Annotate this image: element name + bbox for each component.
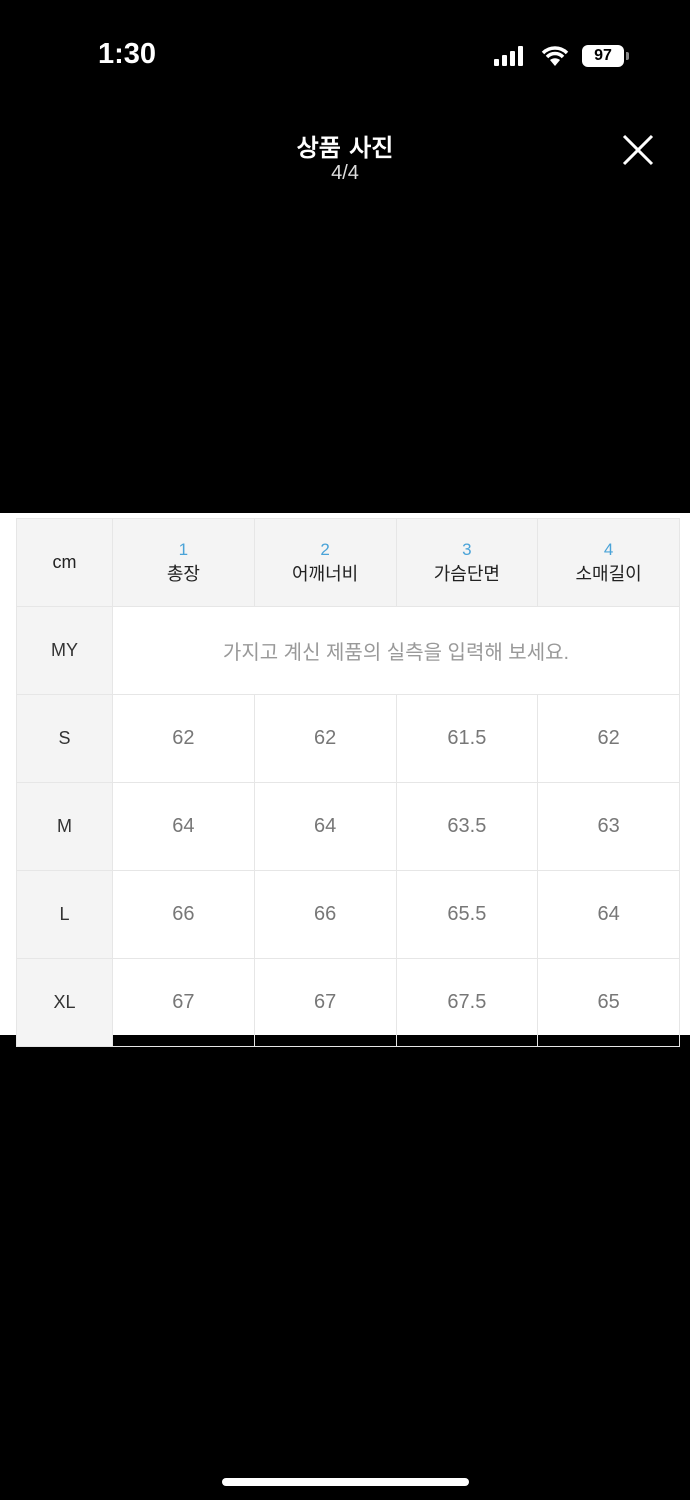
measurement-cell: 63 (537, 782, 680, 871)
measurement-cell: 62 (253, 694, 397, 783)
status-bar: 1:30 97 (0, 0, 690, 110)
measurement-cell: 64 (537, 870, 680, 959)
measurement-cell: 66 (253, 870, 397, 959)
size-label: L (16, 870, 113, 959)
measurement-cell: 67 (253, 958, 397, 1047)
table-row: M 64 64 63.5 63 (16, 782, 680, 871)
table-header-row: cm 1 총장 2 어깨너비 3 가슴단면 4 소매길이 (16, 518, 680, 607)
cellular-signal-icon (494, 46, 523, 66)
table-row: L 66 66 65.5 64 (16, 870, 680, 959)
measurement-cell: 67 (112, 958, 255, 1047)
product-photo-size-chart: cm 1 총장 2 어깨너비 3 가슴단면 4 소매길이 MY 가지고 계신 제품의 실… (0, 513, 690, 1047)
my-row: MY 가지고 계신 제품의 실측을 입력해 보세요. (16, 606, 680, 695)
home-indicator[interactable] (222, 1478, 469, 1486)
clock: 1:30 (98, 38, 157, 70)
table-row: S 62 62 61.5 62 (16, 694, 680, 783)
measurement-cell: 67.5 (395, 958, 539, 1047)
unit-label: cm (16, 518, 113, 607)
measurement-cell: 62 (112, 694, 255, 783)
measurement-cell: 61.5 (395, 694, 539, 783)
photo-counter: 4/4 (331, 162, 359, 184)
my-measurement-prompt: 가지고 계신 제품의 실측을 입력해 보세요. (112, 606, 680, 695)
size-label: M (16, 782, 113, 871)
measurement-cell: 65.5 (395, 870, 539, 959)
size-label: XL (16, 958, 113, 1047)
page-title: 상품 사진 (296, 134, 394, 162)
column-header: 4 소매길이 (537, 518, 680, 607)
table-row: XL 67 67 67.5 65 (16, 958, 680, 1047)
measurement-cell: 63.5 (395, 782, 539, 871)
size-label: S (16, 694, 113, 783)
battery-icon: 97 (582, 45, 629, 67)
column-header: 2 어깨너비 (253, 518, 397, 607)
measurement-cell: 65 (537, 958, 680, 1047)
column-header: 3 가슴단면 (395, 518, 539, 607)
measurement-cell: 64 (112, 782, 255, 871)
size-table: cm 1 총장 2 어깨너비 3 가슴단면 4 소매길이 MY 가지고 계신 제품의 실… (16, 518, 680, 1047)
measurement-cell: 62 (537, 694, 680, 783)
column-header: 1 총장 (112, 518, 255, 607)
measurement-cell: 66 (112, 870, 255, 959)
row-label: MY (16, 606, 113, 695)
measurement-cell: 64 (253, 782, 397, 871)
wifi-icon (541, 46, 569, 66)
close-icon[interactable] (620, 132, 656, 168)
